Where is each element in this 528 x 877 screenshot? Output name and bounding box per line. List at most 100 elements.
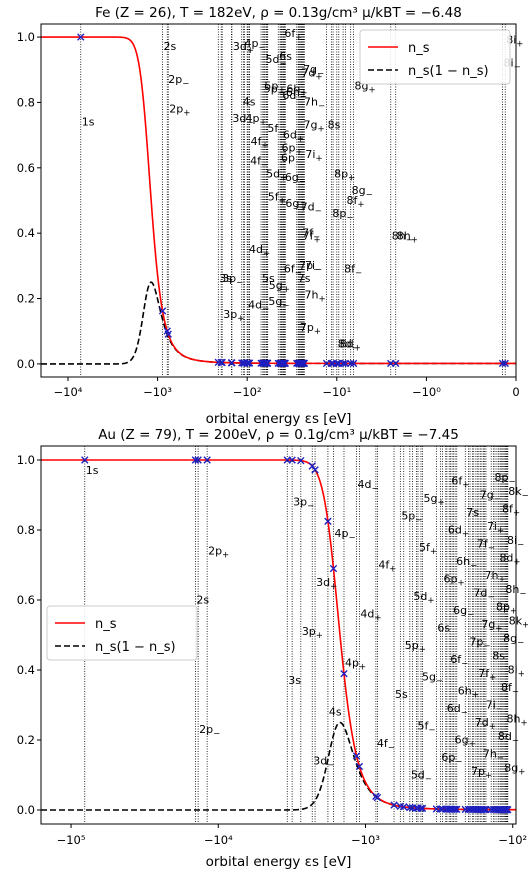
orbital-label: 7g+ — [304, 119, 325, 135]
orbital-labels: 1s2s2p−2p+3s3p−3p+3d−3d+4s4p−4p+4d−4d+4f… — [86, 464, 528, 785]
orbital-label: 6p+ — [443, 573, 464, 589]
orbital-label: 4p− — [244, 37, 265, 53]
x-axis-label: orbital energy εs [eV] — [206, 411, 352, 427]
orbital-label: 8k+ — [509, 615, 528, 631]
orbital-label: 4s — [243, 96, 256, 109]
x-tick-label: −10³ — [143, 385, 172, 399]
y-tick-label: 0.4 — [17, 663, 35, 677]
orbital-label: 4f+ — [251, 135, 269, 151]
orbital-lines — [84, 446, 509, 824]
orbital-label: 7i+ — [305, 148, 322, 164]
orbital-label: 7d− — [473, 587, 494, 603]
orbital-label: 8f+ — [346, 194, 364, 210]
orbital-label: 6d+ — [448, 524, 469, 540]
orbital-label: 7g− — [303, 63, 324, 79]
orbital-label: 7f+ — [478, 667, 496, 683]
orbital-marker — [329, 564, 338, 573]
orbital-label: 6f− — [450, 653, 468, 669]
orbital-label: 8i+ — [508, 664, 525, 680]
orbital-label: 8s — [328, 119, 341, 132]
legend-label: n_s — [408, 41, 430, 56]
orbital-marker — [349, 359, 358, 368]
orbital-label: 3p− — [222, 272, 243, 288]
orbital-label: 7p− — [469, 636, 490, 652]
orbital-marker — [436, 805, 445, 813]
orbital-label: 3d− — [313, 755, 334, 771]
orbital-label: 1s — [86, 464, 99, 477]
orbital-label: 7i+ — [487, 520, 504, 536]
x-tick-label: −10⁵ — [57, 833, 86, 847]
orbital-marker — [300, 359, 309, 368]
orbital-label: 3s — [219, 272, 232, 285]
orbital-label: 8g− — [352, 184, 373, 200]
orbital-marker — [346, 359, 355, 368]
orbital-marker — [400, 803, 408, 811]
orbital-label: 7h− — [304, 96, 325, 112]
orbital-marker — [390, 801, 398, 809]
orbital-label: 8d− — [498, 730, 519, 746]
plot-frame — [40, 445, 517, 825]
x-tick-label: −10¹ — [322, 385, 351, 399]
orbital-marker — [373, 793, 382, 802]
orbital-label: 4p+ — [345, 657, 366, 673]
y-tick-label: 0.8 — [17, 95, 35, 109]
orbital-label: 4d− — [248, 298, 269, 314]
orbital-label: 7p+ — [300, 321, 321, 337]
orbital-label: 7p+ — [471, 765, 492, 781]
orbital-marker — [203, 456, 211, 464]
orbital-marker — [352, 752, 361, 760]
orbital-label: 7s — [466, 506, 479, 519]
orbital-marker — [228, 359, 236, 367]
orbital-label: 7p− — [299, 259, 320, 275]
orbital-label: 5p− — [264, 83, 285, 99]
orbital-label: 6s — [279, 50, 292, 63]
orbital-label: 7d+ — [301, 66, 322, 82]
orbital-label: 2p+ — [169, 102, 190, 118]
orbital-labels: 1s2s2p−2p+3s3p−3p+3d−3d+4s4p−4p+4d−4d+4f… — [82, 27, 524, 354]
orbital-label: 5p+ — [405, 639, 426, 655]
orbital-label: 3d− — [232, 112, 253, 128]
orbital-label: 7h+ — [484, 569, 505, 585]
orbital-label: 2p+ — [208, 545, 229, 561]
orbital-label: 4f− — [250, 155, 268, 171]
orbital-label: 4d+ — [249, 243, 270, 259]
orbital-label: 7g+ — [481, 618, 502, 634]
orbital-marker — [261, 359, 269, 367]
orbital-label: 6f− — [284, 262, 302, 278]
orbital-label: 6d+ — [283, 128, 304, 144]
fe-panel: Fe (Z = 26), T = 182eV, ρ = 0.13g/cm³ μ/… — [17, 5, 524, 427]
orbital-label: 5p− — [401, 510, 422, 526]
orbital-marker — [451, 805, 459, 813]
orbital-label: 7i− — [486, 699, 503, 715]
orbital-label: 8s — [492, 650, 505, 663]
orbital-label: 7f+ — [303, 230, 321, 246]
orbital-label: 3p+ — [302, 625, 323, 641]
x-tick-label: −10² — [498, 833, 527, 847]
orbital-label: 4p− — [334, 527, 355, 543]
orbital-marker — [418, 804, 427, 813]
orbital-marker — [164, 330, 172, 338]
orbital-label: 6g+ — [285, 197, 306, 213]
variance-curve — [41, 721, 516, 811]
orbital-label: 2s — [164, 40, 177, 53]
legend-label: n_s — [95, 617, 117, 632]
orbital-label: 6d− — [282, 89, 303, 105]
orbital-marker — [417, 804, 425, 813]
orbital-label: 7f− — [302, 226, 320, 242]
orbital-label: 8h+ — [506, 713, 527, 729]
y-tick-label: 1.0 — [17, 453, 35, 467]
au-panel: Au (Z = 79), T = 200eV, ρ = 0.1g/cm³ μ/k… — [17, 427, 528, 870]
orbital-label: 5d− — [266, 53, 287, 69]
orbital-label: 8p− — [495, 471, 516, 487]
orbital-marker — [264, 359, 272, 367]
orbital-label: 8g− — [503, 632, 524, 648]
x-axis-label: orbital energy εs [eV] — [206, 854, 352, 870]
orbital-label: 6d− — [447, 702, 468, 718]
x-tick-label: −10⁰ — [412, 385, 441, 399]
orbital-label: 7g− — [480, 489, 501, 505]
orbital-marker — [453, 805, 461, 814]
orbital-label: 8i− — [507, 534, 524, 550]
orbital-label: 4d− — [358, 478, 379, 494]
orbital-label: 8f− — [501, 681, 519, 697]
